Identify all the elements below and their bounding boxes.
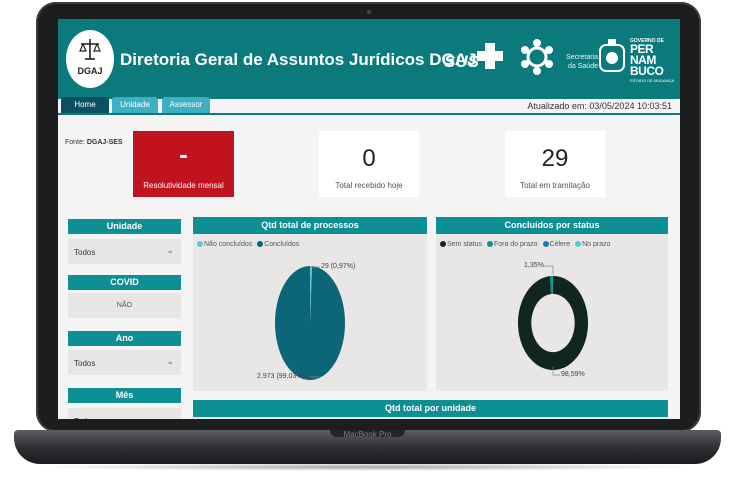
kpi-tramitacao-label: Total em tramitação (520, 181, 590, 190)
legend-swatch (197, 241, 203, 247)
kpi-tramitacao-value: 29 (541, 145, 569, 172)
filter-mes-header: Mês (68, 388, 181, 403)
panel-concluidos-legend: Sem status Fora do prazo Célere No prazo (440, 241, 614, 248)
legend-item-no-prazo[interactable]: No prazo (575, 241, 611, 248)
page-title: Diretoria Geral de Assuntos Jurídicos DG… (120, 50, 477, 69)
legend-label: Célere (549, 241, 571, 248)
filter-mes-value: Todos (74, 417, 95, 419)
panel-por-unidade-title: Qtd total por unidade (193, 400, 668, 417)
health-cross-icon (477, 43, 503, 69)
data-label-concluidos: 2.973 (99,03%) (257, 373, 305, 380)
pie-slice-fora-do-prazo[interactable] (549, 276, 553, 294)
leader-line-small (543, 265, 554, 274)
filter-ano-header: Ano (68, 331, 181, 346)
chevron-down-icon: ⌄ (166, 245, 174, 255)
kpi-recebido-hoje-value: 0 (362, 145, 376, 172)
panel-concluidos-title: Concluídos por status (436, 217, 668, 234)
dashboard-screen: DGAJ Diretoria Geral de Assuntos Jurídic… (58, 19, 680, 419)
filter-unidade-header: Unidade (68, 219, 181, 234)
laptop-brand-label: MacBook Pro (343, 430, 392, 439)
filter-mes-select[interactable]: Todos ⌄ (68, 408, 181, 419)
filter-covid-header: COVID (68, 275, 181, 290)
lid-notch (330, 430, 405, 437)
legend-label: Sem status (447, 241, 483, 248)
legend-label: Concluídos (264, 241, 300, 248)
pie-slice-nao-concluidos[interactable] (310, 266, 313, 323)
legend-label: Não concluídos (204, 241, 253, 248)
panel-processos: Qtd total de processos Não concluídos Co… (193, 217, 427, 391)
leader-line-large (552, 367, 560, 376)
legend-item-fora-do-prazo[interactable]: Fora do prazo (486, 241, 540, 248)
laptop-shadow (30, 463, 700, 471)
chevron-down-icon: ⌄ (166, 414, 174, 419)
filter-ano-select[interactable]: Todos ⌄ (68, 350, 181, 375)
kpi-resolutividade-value: - (179, 139, 188, 169)
data-label-nao-concluidos: 29 (0,97%) (321, 263, 356, 270)
filter-covid-value: NÃO (116, 302, 133, 309)
secretaria-line2: da Saúde (568, 63, 598, 70)
tab-assessor[interactable]: Assessor (162, 97, 210, 113)
sus-logo-text: SUS (444, 52, 479, 71)
kpi-recebido-hoje-label: Total recebido hoje (335, 181, 403, 190)
panel-processos-legend: Não concluídos Concluídos (197, 241, 302, 248)
panel-concluidos-status: Concluídos por status Sem status Fora do… (436, 217, 668, 391)
state-logo-text: PER NAM BUCO (630, 42, 664, 78)
panel-processos-title: Qtd total de processos (193, 217, 427, 234)
kpi-tramitacao-card: 29 Total em tramitação (505, 131, 605, 197)
filter-ano-value: Todos (74, 359, 96, 368)
legend-swatch (542, 241, 549, 247)
tab-home[interactable]: Home (61, 97, 109, 113)
legend-item-sem-status[interactable]: Sem status (440, 241, 484, 248)
filter-unidade-value: Todos (74, 248, 96, 257)
legend-label: Fora do prazo (493, 241, 538, 248)
legend-item-concluidos[interactable]: Concluídos (257, 241, 299, 248)
pie-slice-concluidos[interactable] (275, 266, 345, 380)
legend-swatch (257, 241, 264, 247)
logo-text: DGAJ (77, 66, 103, 76)
source-prefix: Fonte: (65, 139, 85, 146)
legend-item-celere[interactable]: Célere (542, 241, 573, 248)
dgaj-logo: DGAJ (66, 30, 114, 88)
state-line2: NAM (630, 53, 656, 67)
data-label-fora-do-prazo: 1,35% (524, 262, 544, 269)
legend-swatch (440, 241, 446, 247)
secretaria-line1: Secretaria (566, 54, 598, 61)
people-ring-icon (521, 39, 553, 75)
updated-timestamp: Atualizado em: 03/05/2024 10:03:51 (527, 101, 672, 111)
data-label-sem-status: 98,59% (561, 371, 585, 378)
panel-por-unidade: Qtd total por unidade (193, 400, 668, 419)
source-value: DGAJ-SES (86, 139, 123, 146)
source-label: Fonte: DGAJ-SES (65, 139, 123, 146)
state-crest-icon (599, 39, 625, 72)
processos-pie-chart (275, 266, 345, 380)
tab-underline (58, 113, 680, 115)
dashboard-header: DGAJ Diretoria Geral de Assuntos Jurídic… (58, 19, 680, 99)
gov-prefix: GOVERNO DE (630, 38, 664, 44)
kpi-recebido-hoje-card: 0 Total recebido hoje (319, 131, 419, 197)
filter-covid-box[interactable]: NÃO (68, 293, 181, 318)
concluidos-donut-chart (518, 265, 588, 376)
state-tagline: ESTADO DE MUDANÇA (630, 78, 675, 83)
state-line1: PER (630, 42, 654, 56)
tab-unidade[interactable]: Unidade (112, 97, 158, 113)
legend-swatch (486, 241, 493, 247)
scales-icon (79, 39, 101, 60)
legend-swatch (575, 241, 582, 247)
pie-slice-sem-status[interactable] (518, 276, 588, 370)
chevron-down-icon: ⌄ (166, 356, 174, 366)
laptop-base (14, 430, 721, 464)
filter-unidade-select[interactable]: Todos ⌄ (68, 239, 181, 264)
legend-item-nao-concluidos[interactable]: Não concluídos (197, 241, 254, 248)
camera-dot (367, 10, 371, 14)
state-line3: BUCO (630, 64, 664, 78)
kpi-resolutividade-label: Resolutividade mensal (143, 181, 224, 190)
legend-label: No prazo (582, 241, 611, 248)
secretaria-label: Secretaria da Saúde (558, 53, 598, 71)
kpi-resolutividade-card: - Resolutividade mensal (133, 131, 234, 197)
